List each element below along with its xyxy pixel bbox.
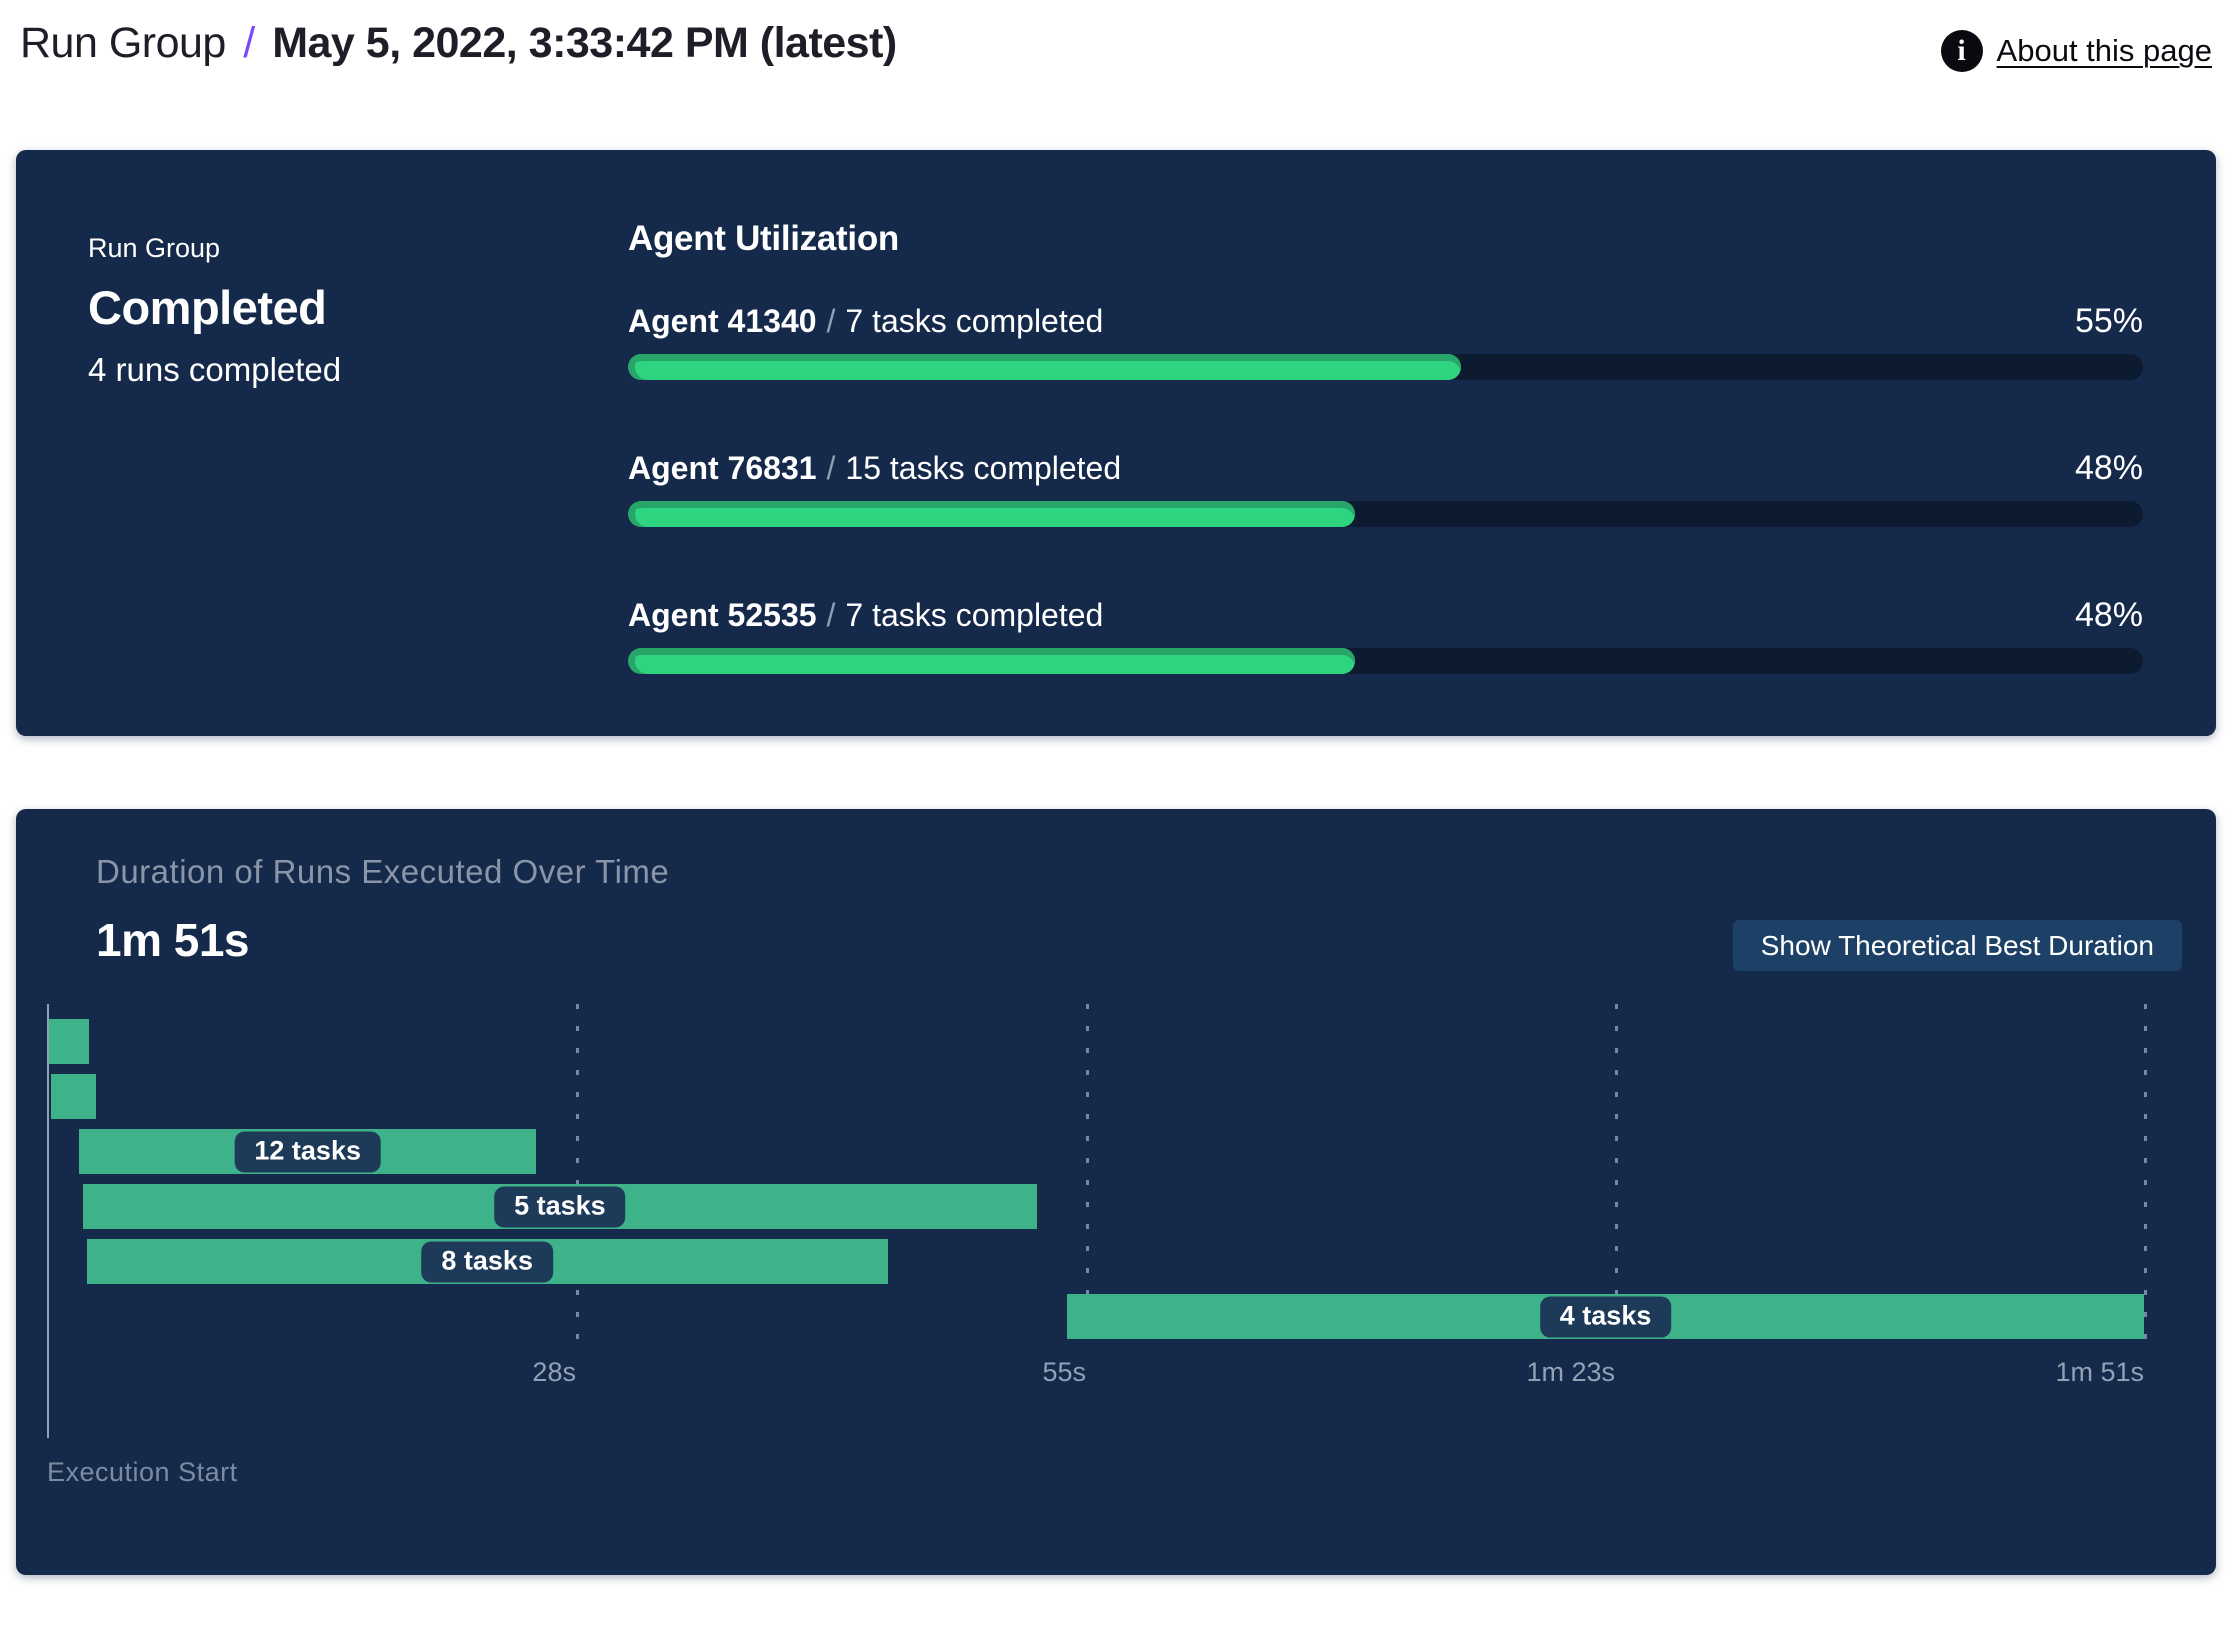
agent-tasks-completed: 7 tasks completed <box>845 303 1104 339</box>
gantt-bar: 5 tasks <box>82 1184 1037 1229</box>
task-count-pill: 5 tasks <box>494 1186 626 1227</box>
execution-start-axis-line <box>47 1004 49 1438</box>
agent-utilization-section: Agent Utilization Agent 41340 / 7 tasks … <box>628 218 2143 741</box>
agent-utilization-row: Agent 52535 / 7 tasks completed 48% <box>628 594 2143 674</box>
gantt-bar <box>48 1019 89 1064</box>
page-title: May 5, 2022, 3:33:42 PM (latest) <box>272 19 897 67</box>
agent-utilization-heading: Agent Utilization <box>628 219 899 258</box>
gantt-gridline <box>1615 1004 1619 1349</box>
gantt-gridline <box>2144 1004 2147 1349</box>
agent-utilization-row: Agent 76831 / 15 tasks completed 48% <box>628 447 2143 527</box>
gantt-bar: 8 tasks <box>86 1239 888 1284</box>
show-theoretical-best-duration-button[interactable]: Show Theoretical Best Duration <box>1732 920 2182 971</box>
info-icon[interactable]: i <box>1940 30 1983 72</box>
duration-panel: Duration of Runs Executed Over Time 1m 5… <box>16 809 2216 1575</box>
agent-row-label: Agent 76831 / 15 tasks completed 48% <box>628 447 2143 489</box>
gantt-gridline <box>1086 1004 1090 1349</box>
runs-completed-count: 4 runs completed <box>88 351 342 388</box>
duration-chart-title: Duration of Runs Executed Over Time <box>96 853 670 890</box>
breadcrumb: Run Group / May 5, 2022, 3:33:42 PM (lat… <box>20 16 897 70</box>
agent-utilization-percent: 48% <box>2074 449 2143 487</box>
gantt-gridline <box>575 1004 579 1349</box>
gantt-chart: 28s 55s 1m 23s 1m 51s 12 tasks 5 tasks 8 tasks… <box>47 1004 2147 1474</box>
agent-name: Agent 52535 <box>628 597 817 633</box>
utilization-progress-fill <box>628 354 1462 380</box>
agent-row-label: Agent 52535 / 7 tasks completed 48% <box>628 594 2143 636</box>
agent-rows: Agent 41340 / 7 tasks completed 55% Agen… <box>628 300 2143 674</box>
utilization-progress-track <box>628 648 2143 674</box>
gantt-bar: 12 tasks <box>79 1129 537 1174</box>
breadcrumb-separator: / <box>243 19 255 67</box>
gantt-axis-tick-label: 28s <box>532 1357 576 1387</box>
utilization-progress-fill <box>628 648 1356 674</box>
utilization-progress-track <box>628 354 2143 380</box>
gantt-bar: 4 tasks <box>1067 1294 2144 1339</box>
page-header: Run Group / May 5, 2022, 3:33:42 PM (lat… <box>0 0 2240 110</box>
run-group-status: Completed <box>88 281 327 334</box>
gantt-axis-tick-label: 1m 51s <box>2055 1357 2144 1387</box>
task-count-pill: 4 tasks <box>1539 1296 1672 1337</box>
about-this-page[interactable]: i About this page <box>1940 30 2212 72</box>
execution-start-label: Execution Start <box>47 1457 238 1487</box>
agent-row-label: Agent 41340 / 7 tasks completed 55% <box>628 300 2143 342</box>
gantt-bar <box>50 1074 97 1119</box>
utilization-progress-track <box>628 501 2143 527</box>
run-group-summary-panel: Run Group Completed 4 runs completed Age… <box>16 150 2216 736</box>
agent-label-separator: / <box>826 303 836 339</box>
task-count-pill: 8 tasks <box>421 1241 553 1282</box>
agent-label-separator: / <box>826 450 836 486</box>
run-group-label: Run Group <box>88 233 221 263</box>
gantt-axis-tick-label: 1m 23s <box>1526 1357 1616 1387</box>
utilization-progress-fill <box>628 501 1356 527</box>
agent-utilization-percent: 48% <box>2074 596 2143 634</box>
task-count-pill: 12 tasks <box>234 1131 381 1172</box>
breadcrumb-root: Run Group <box>20 19 226 67</box>
agent-utilization-row: Agent 41340 / 7 tasks completed 55% <box>628 300 2143 380</box>
agent-name: Agent 41340 <box>628 303 817 339</box>
agent-utilization-percent: 55% <box>2074 302 2143 340</box>
agent-name: Agent 76831 <box>628 450 817 486</box>
total-duration-value: 1m 51s <box>96 914 250 966</box>
run-group-status-block: Run Group Completed 4 runs completed <box>88 232 341 390</box>
gantt-axis-tick-label: 55s <box>1042 1357 1087 1387</box>
about-link[interactable]: About this page <box>1996 33 2212 68</box>
agent-tasks-completed: 15 tasks completed <box>845 450 1122 486</box>
agent-tasks-completed: 7 tasks completed <box>845 597 1104 633</box>
agent-label-separator: / <box>826 597 836 633</box>
